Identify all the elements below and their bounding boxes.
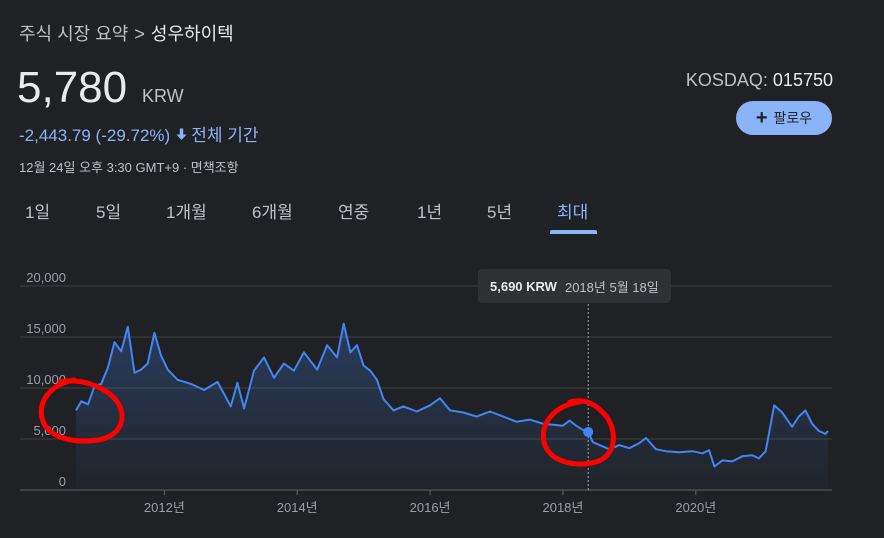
exchange-label: KOSDAQ: (685, 70, 768, 90)
follow-button[interactable]: + 팔로우 (736, 101, 832, 135)
stock-price: 5,780 (17, 63, 128, 112)
y-tick-label: 20,000 (26, 270, 66, 285)
breadcrumb-current: 성우하이텍 (150, 24, 234, 44)
tab-6m[interactable]: 6개월 (252, 203, 293, 222)
tooltip-price: 5,690 KRW (490, 278, 557, 294)
price-change: -2,443.79 (-29.72%) 전체 기간 (19, 121, 259, 146)
tab-1y[interactable]: 1년 (417, 203, 443, 222)
arrow-down-icon (176, 126, 187, 146)
tab-5d[interactable]: 5일 (96, 203, 122, 222)
currency-label: KRW (142, 86, 184, 106)
annotations (38, 377, 616, 467)
price-area (76, 323, 828, 490)
tab-max[interactable]: 최대 (557, 203, 589, 222)
red-circle-annotation-right (540, 398, 616, 467)
tooltip-date: 2018년 5월 18일 (564, 279, 659, 295)
tab-ytd[interactable]: 연중 (338, 203, 370, 222)
x-tick-label: 2018년 (542, 500, 583, 515)
tab-5y[interactable]: 5년 (487, 203, 513, 222)
x-tick-label: 2014년 (277, 500, 318, 515)
x-tick-label: 2016년 (410, 500, 451, 515)
y-tick-label: 15,000 (26, 321, 66, 336)
y-tick-label: 0 (59, 474, 66, 489)
breadcrumb-separator: > (134, 24, 145, 44)
tab-1m[interactable]: 1개월 (166, 203, 207, 222)
breadcrumb: 주식 시장 요약 > 성우하이텍 (19, 20, 234, 46)
y-tick-label: 10,000 (26, 372, 66, 387)
chart-tooltip: 5,690 KRW 2018년 5월 18일 (478, 269, 671, 303)
plus-icon: + (755, 107, 768, 129)
x-tick-label: 2012년 (144, 500, 185, 515)
breadcrumb-parent[interactable]: 주식 시장 요약 (19, 24, 129, 44)
red-circle-annotation-left (38, 377, 125, 444)
active-tab-indicator (550, 230, 597, 234)
change-period: 전체 기간 (191, 126, 259, 145)
x-tick-label: 2020년 (675, 500, 716, 515)
follow-label: 팔로우 (773, 110, 813, 126)
change-value: -2,443.79 (-29.72%) (19, 126, 171, 145)
ticker-code: 015750 (772, 70, 833, 90)
quote-timestamp: 12월 24일 오후 3:30 GMT+9 · 면책조항 (19, 160, 239, 175)
hover-point (583, 426, 594, 437)
tab-1d[interactable]: 1일 (25, 203, 51, 222)
price-line (75, 322, 829, 468)
exchange-ticker: KOSDAQ: 015750 (686, 70, 833, 91)
